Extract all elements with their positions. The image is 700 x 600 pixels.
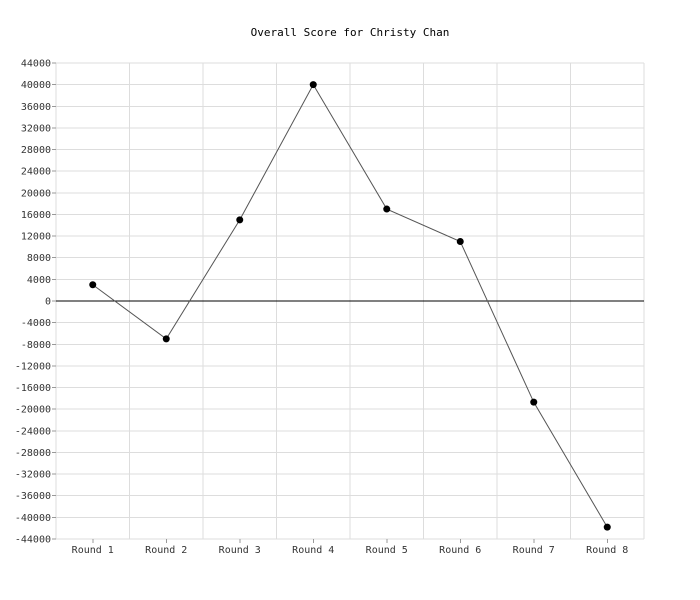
data-point-marker (162, 335, 170, 343)
data-point-marker (603, 523, 611, 531)
y-tick-label: -40000 (15, 513, 51, 524)
y-tick-label: 20000 (21, 188, 51, 199)
axes (52, 62, 644, 543)
y-tick-label: -16000 (15, 383, 51, 394)
data-point-marker (309, 81, 317, 89)
data-point-marker (236, 216, 244, 224)
data-point-marker (383, 205, 391, 213)
y-tick-label: -20000 (15, 405, 51, 416)
x-tick-label: Round 1 (72, 545, 114, 556)
x-tick-label: Round 4 (292, 545, 334, 556)
x-tick-label: Round 7 (513, 545, 555, 556)
y-tick-label: -36000 (15, 491, 51, 502)
x-tick-label: Round 5 (366, 545, 408, 556)
y-tick-label: 44000 (21, 59, 51, 70)
data-point-marker (89, 281, 97, 289)
y-axis-tick-labels: 4400040000360003200028000240002000016000… (15, 59, 51, 546)
data-point-marker (530, 398, 538, 406)
series-line (92, 83, 608, 528)
x-tick-label: Round 8 (586, 545, 628, 556)
y-tick-label: 4000 (27, 275, 51, 286)
y-tick-label: -12000 (15, 361, 51, 372)
y-tick-label: 8000 (27, 253, 51, 264)
chart-title: Overall Score for Christy Chan (251, 26, 450, 39)
data-series (89, 81, 611, 531)
y-tick-label: -24000 (15, 426, 51, 437)
y-tick-label: 28000 (21, 145, 51, 156)
y-tick-label: 36000 (21, 102, 51, 113)
y-tick-label: 0 (45, 297, 51, 308)
y-tick-label: 32000 (21, 123, 51, 134)
x-tick-label: Round 2 (145, 545, 187, 556)
y-tick-label: -8000 (21, 340, 51, 351)
x-tick-label: Round 6 (439, 545, 481, 556)
y-tick-label: -28000 (15, 448, 51, 459)
y-tick-label: -4000 (21, 318, 51, 329)
y-tick-label: 12000 (21, 232, 51, 243)
y-tick-label: -32000 (15, 470, 51, 481)
y-tick-label: 16000 (21, 210, 51, 221)
y-tick-label: 24000 (21, 167, 51, 178)
x-axis-tick-labels: Round 1 Round 2 Round 3 Round 4 Round 5 Round… (72, 545, 629, 556)
y-tick-label: -44000 (15, 535, 51, 546)
data-point-marker (456, 238, 464, 245)
x-tick-label: Round 3 (219, 545, 261, 556)
y-tick-label: 40000 (21, 80, 51, 91)
